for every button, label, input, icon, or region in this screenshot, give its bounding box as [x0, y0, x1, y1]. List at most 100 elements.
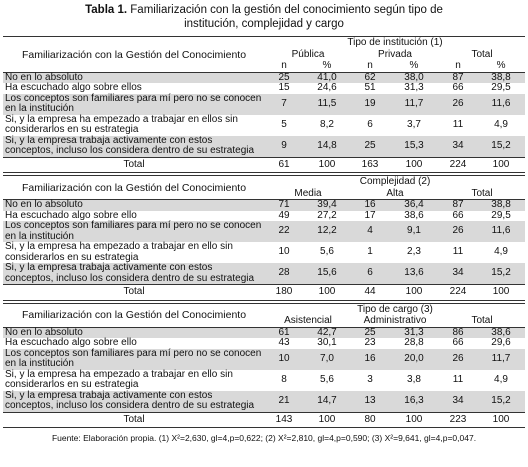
total-cell: 100 [477, 156, 526, 173]
cell: 71 [265, 199, 303, 211]
row-label: No en lo absoluto [3, 72, 265, 83]
header-row: Familiarización con la Gestión del Conoc… [3, 36, 525, 73]
cell: 3,8 [407, 373, 421, 385]
subcolumn-header: % [389, 60, 439, 73]
row-label: Los conceptos son familiares para mí per… [3, 220, 265, 242]
row-label: Si, y la empresa trabaja activamente con… [3, 390, 265, 412]
data-row: Los conceptos son familiares para mí per… [3, 93, 526, 115]
total-label: Total [3, 284, 265, 301]
cell: 23 [364, 337, 376, 348]
cell: 16 [351, 348, 389, 370]
data-row: Si, y la empresa ha empezado a trabajar … [3, 368, 525, 391]
cell: 51 [364, 82, 376, 93]
cell: 15,3 [389, 135, 439, 157]
cell: 15,2 [477, 390, 525, 412]
cell: 16 [351, 199, 389, 211]
cell: 36,4 [389, 199, 439, 211]
cell: 4,9 [494, 118, 508, 130]
row-label: Ha escuchado algo sobre ellos [5, 82, 142, 93]
column-header: Media [265, 187, 351, 200]
cell: 3 [367, 373, 373, 385]
sections: Familiarización con la Gestión del Conoc… [0, 36, 528, 428]
cell: 34 [439, 390, 477, 412]
cell: 24,6 [317, 82, 337, 93]
total-cell: 61 [265, 156, 303, 173]
cell: 66 [452, 209, 464, 221]
cell: 15,2 [477, 135, 526, 157]
cell: 26 [439, 348, 477, 370]
row-label: Si, y la empresa trabaja activamente con… [3, 135, 265, 157]
total-row: Total 61 100 163 100 224 100 [3, 156, 526, 173]
cell: 66 [452, 82, 464, 93]
cell: 42,7 [303, 327, 351, 338]
total-cell: 100 [389, 411, 439, 428]
row-label: Si, y la empresa ha empezado a trabajar … [5, 241, 233, 263]
cell: 49 [278, 209, 290, 221]
cell: 7 [265, 93, 303, 115]
cell: 7,0 [303, 348, 351, 370]
row-label: No en lo absoluto [3, 327, 265, 338]
row-label: Si, y la empresa ha empezado a trabajar … [5, 368, 233, 390]
cell: 26 [439, 93, 477, 115]
cell: 6 [367, 118, 373, 130]
cell: 21 [265, 390, 303, 412]
data-row: No en lo absoluto 71 39,4 16 36,4 87 38,8 [3, 199, 526, 211]
section-table: Familiarización con la Gestión del Conoc… [3, 36, 526, 173]
total-label: Total [3, 156, 265, 173]
cell: 11,6 [477, 93, 526, 115]
cell: 10 [265, 348, 303, 370]
title-text: Familiarización con la gestión del conoc… [130, 4, 443, 30]
total-cell: 100 [477, 284, 526, 301]
total-row: Total 143 100 80 100 223 100 [3, 411, 525, 428]
cell: 38,8 [477, 72, 526, 83]
cell: 11 [452, 373, 464, 385]
total-cell: 224 [439, 284, 477, 301]
cell: 62 [351, 72, 389, 83]
total-cell: 100 [303, 156, 351, 173]
row-label: Si, y la empresa ha empezado a trabajar … [5, 113, 238, 135]
cell: 11,6 [477, 221, 526, 242]
data-row: Ha escuchado algo sobre ellos 15 24,6 51 31,… [3, 82, 525, 94]
subcolumn-header: % [303, 60, 351, 73]
row-header: Familiarización con la Gestión del Conoc… [3, 303, 265, 328]
cell: 4,9 [494, 373, 508, 385]
cell: 9 [265, 135, 303, 157]
total-cell: 80 [351, 411, 389, 428]
cell: 25 [265, 72, 303, 83]
section-table: Familiarización con la Gestión del Conoc… [3, 175, 526, 301]
cell: 3,7 [407, 118, 421, 130]
data-row: No en lo absoluto 61 42,7 25 31,3 86 38,6 [3, 327, 525, 338]
cell: 38,8 [477, 199, 526, 211]
group-header: Tipo de institución (1) [347, 37, 443, 48]
column-header: Asistencial [265, 315, 351, 328]
cell: 26 [439, 221, 477, 242]
cell: 41,0 [303, 72, 351, 83]
cell: 4 [351, 221, 389, 242]
cell: 27,2 [317, 209, 337, 221]
header-row: Asistencial Administrativo Total [3, 315, 525, 328]
cell: 4,9 [494, 246, 508, 258]
total-row: Total 180 100 44 100 224 100 [3, 284, 526, 301]
data-row: No en lo absoluto 25 41,0 62 38,0 87 38,8 [3, 72, 526, 83]
cell: 25 [351, 327, 389, 338]
total-cell: 143 [265, 411, 303, 428]
cell: 10 [278, 246, 290, 258]
cell: 29,5 [491, 209, 511, 221]
row-label: Los conceptos son familiares para mí per… [3, 348, 265, 370]
header-row: Pública Privada Total [3, 49, 525, 61]
cell: 86 [439, 327, 477, 338]
data-row: Si, y la empresa ha empezado a trabajar … [3, 241, 525, 263]
cell: 5,6 [320, 246, 334, 258]
cell: 31,3 [404, 82, 424, 93]
row-label: Ha escuchado algo sobre ello [5, 337, 137, 348]
cell: 11 [452, 246, 464, 258]
cell: 11,5 [303, 93, 351, 115]
column-header: Privada [378, 48, 412, 60]
data-row: Si, y la empresa trabaja activamente con… [3, 135, 526, 157]
data-row: Ha escuchado algo sobre ello 43 30,1 23 28,8… [3, 337, 525, 349]
total-cell: 100 [477, 411, 525, 428]
group-header: Tipo de cargo (3) [357, 303, 433, 315]
cell: 9,1 [389, 221, 439, 242]
header-row: Familiarización con la Gestión del Conoc… [3, 175, 525, 200]
